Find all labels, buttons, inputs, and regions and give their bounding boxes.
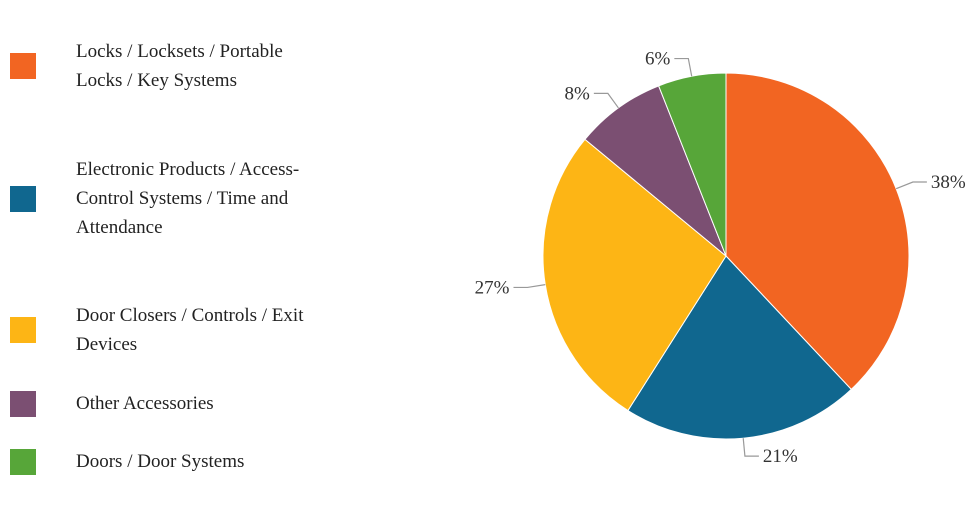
legend-swatch-locks <box>10 53 36 79</box>
legend-label-door-closers: Door Closers / Controls / Exit Devices <box>76 305 304 355</box>
pie-slice-locks <box>725 72 910 391</box>
legend-swatch-electronic <box>10 185 36 212</box>
legend-item-locks: Locks / Locksets / Portable Locks / Key … <box>10 37 316 95</box>
pie-leader-lines <box>513 57 927 457</box>
pie-slice-other <box>584 85 727 257</box>
value-label-door-closers: 27% <box>475 277 510 298</box>
pie-value-labels: 38% 21% 27% 8% 6% <box>475 49 966 468</box>
leader-line-doors <box>674 57 693 77</box>
legend-item-other: Other Accessories <box>10 389 316 418</box>
legend: Locks / Locksets / Portable Locks / Key … <box>0 0 420 508</box>
value-label-locks: 38% <box>931 172 966 193</box>
legend-swatch-other <box>10 390 36 417</box>
value-label-electronic: 21% <box>763 446 798 467</box>
legend-swatch-doors <box>10 448 36 475</box>
pie-chart: 38% 21% 27% 8% 6% <box>475 49 966 468</box>
legend-label-locks: Locks / Locksets / Portable Locks / Key … <box>76 41 283 91</box>
value-label-other: 8% <box>565 83 591 104</box>
pie-slices <box>542 72 910 440</box>
legend-item-doors: Doors / Door Systems <box>10 447 316 476</box>
legend-swatch-door-closers <box>10 317 36 343</box>
pie-slice-doors <box>657 72 727 257</box>
leader-line-electronic <box>742 438 759 457</box>
legend-item-door-closers: Door Closers / Controls / Exit Devices <box>10 301 316 359</box>
leader-line-other <box>593 92 619 109</box>
value-label-doors: 6% <box>645 49 671 70</box>
legend-item-electronic: Electronic Products / Access-Control Sys… <box>10 155 316 242</box>
legend-label-electronic: Electronic Products / Access-Control Sys… <box>76 159 300 238</box>
legend-label-doors: Doors / Door Systems <box>76 451 245 472</box>
legend-label-other: Other Accessories <box>76 393 214 414</box>
pie-slice-electronic <box>627 255 852 440</box>
leader-line-locks <box>895 181 927 190</box>
leader-line-door-closers <box>513 284 546 289</box>
